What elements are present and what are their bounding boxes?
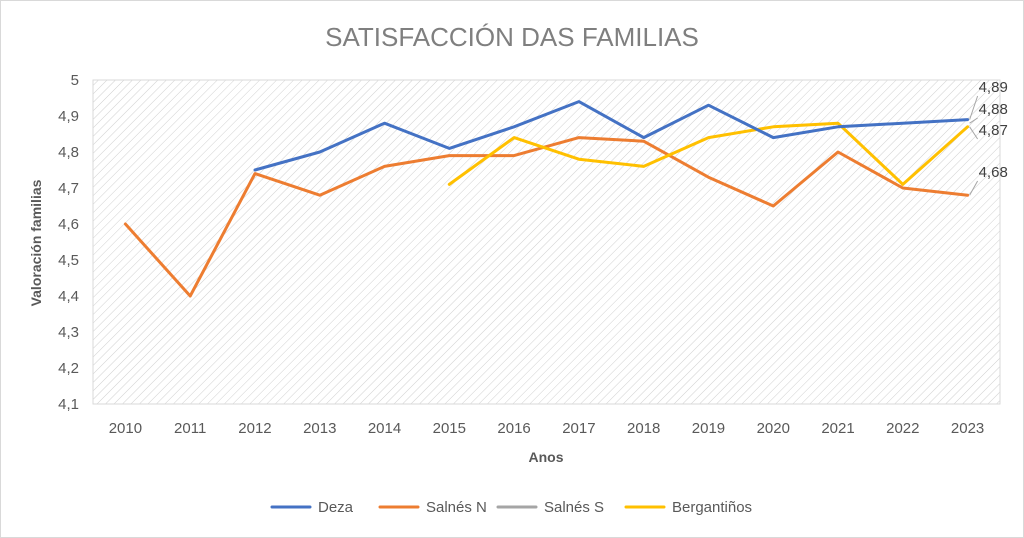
- chart-title: SATISFACCIÓN DAS FAMILIAS: [325, 22, 699, 52]
- series-line-saln-s-n: [123, 136, 970, 298]
- x-tick-label: 2023: [951, 420, 984, 437]
- series-line-deza: [253, 100, 970, 172]
- x-axis-title: Anos: [529, 449, 564, 465]
- x-tick-label: 2011: [174, 420, 206, 437]
- y-tick-label: 4,9: [58, 108, 79, 125]
- data-label: 4,87: [979, 122, 1008, 139]
- x-tick-label: 2017: [562, 420, 595, 437]
- leader-line: [969, 117, 978, 124]
- x-tick-label: 2021: [821, 420, 854, 437]
- x-tick-label: 2022: [886, 420, 919, 437]
- x-tick-label: 2013: [303, 420, 336, 437]
- y-tick-label: 5: [71, 72, 79, 89]
- legend-label: Deza: [318, 499, 354, 516]
- x-axis-ticks: 2010 2011 2012 2013 2014 2015 2016 2017 2018 2019…: [109, 420, 985, 437]
- legend-label: Salnés N: [426, 499, 487, 516]
- x-tick-label: 2014: [368, 420, 401, 437]
- legend-label: Salnés S: [544, 499, 604, 516]
- x-tick-label: 2018: [627, 420, 660, 437]
- y-tick-label: 4,5: [58, 252, 79, 269]
- legend-label: Bergantiños: [672, 499, 752, 516]
- y-axis-ticks: 4,1 4,2 4,3 4,4 4,5 4,6 4,7 4,8 4,9 5: [58, 72, 79, 413]
- legend-item: Salnés N: [378, 499, 487, 516]
- series-line-berganti-os: [447, 121, 970, 186]
- x-tick-label: 2020: [757, 420, 790, 437]
- y-tick-label: 4,1: [58, 396, 79, 413]
- x-tick-label: 2015: [433, 420, 466, 437]
- data-label: 4,88: [979, 101, 1008, 118]
- leader-line: [969, 180, 979, 196]
- leader-line: [969, 126, 979, 140]
- series-lines: [123, 100, 970, 298]
- y-axis-title: Valoración familias: [28, 179, 44, 306]
- data-labels: 4,89 4,88 4,87 4,68: [979, 79, 1008, 181]
- legend-item: Bergantiños: [624, 499, 752, 516]
- y-tick-label: 4,2: [58, 360, 79, 377]
- legend-item: Salnés S: [496, 499, 604, 516]
- x-tick-label: 2019: [692, 420, 725, 437]
- data-label: 4,89: [979, 79, 1008, 96]
- legend: Deza Salnés N Salnés S Bergantiños: [270, 499, 752, 516]
- y-tick-label: 4,4: [58, 288, 79, 305]
- y-tick-label: 4,3: [58, 324, 79, 341]
- data-label: 4,68: [979, 164, 1008, 181]
- y-tick-label: 4,6: [58, 216, 79, 233]
- leader-lines: [969, 95, 979, 196]
- leader-line: [969, 95, 979, 120]
- y-tick-label: 4,8: [58, 144, 79, 161]
- y-tick-label: 4,7: [58, 180, 79, 197]
- x-tick-label: 2012: [238, 420, 271, 437]
- x-tick-label: 2016: [497, 420, 530, 437]
- legend-item: Deza: [270, 499, 354, 516]
- x-tick-label: 2010: [109, 420, 142, 437]
- plot-area: [92, 79, 1001, 405]
